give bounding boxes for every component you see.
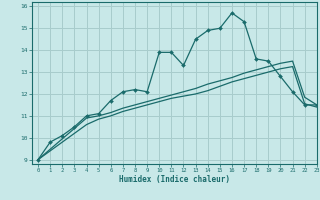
X-axis label: Humidex (Indice chaleur): Humidex (Indice chaleur)	[119, 175, 230, 184]
